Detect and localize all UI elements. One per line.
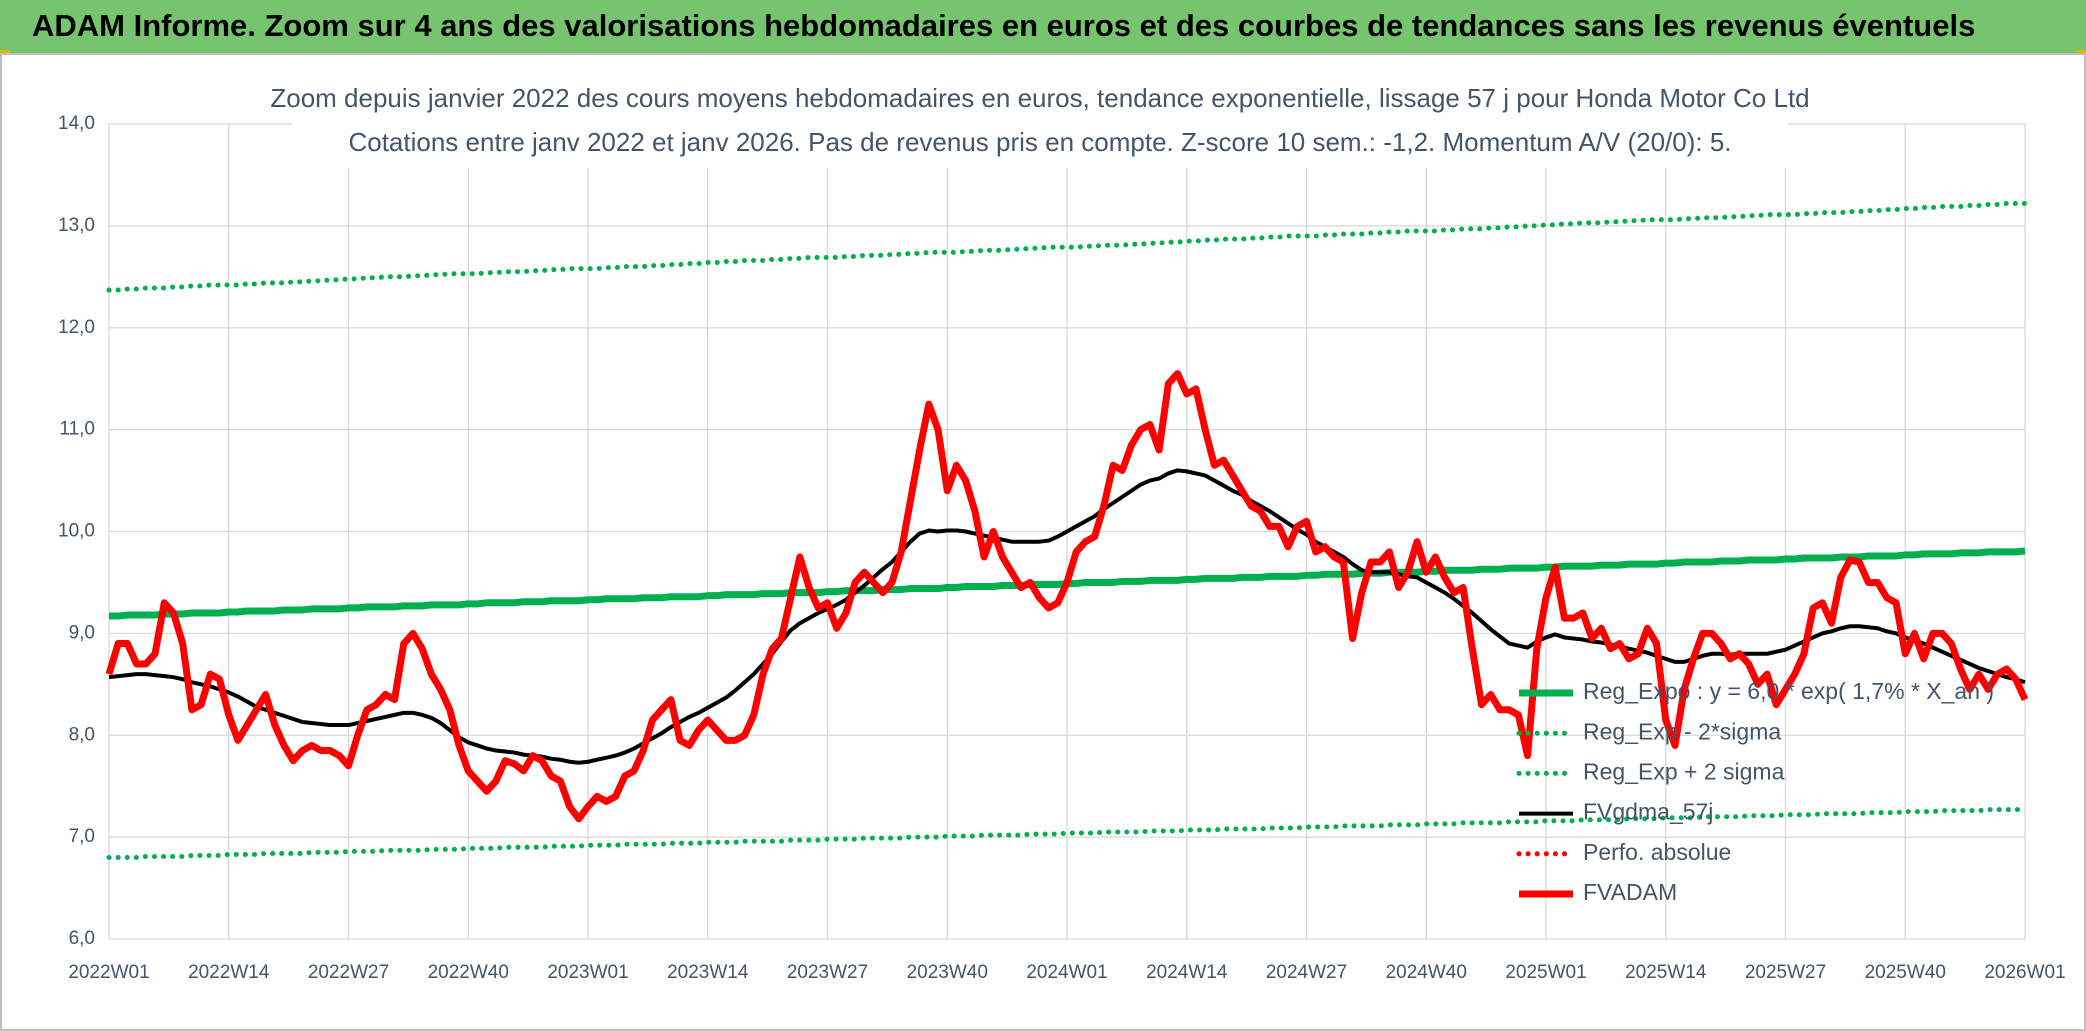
- chart-title: Zoom depuis janvier 2022 des cours moyen…: [270, 83, 1809, 113]
- y-tick-label: 6,0: [69, 928, 95, 949]
- y-tick-label: 13,0: [58, 215, 95, 236]
- x-tick-label: 2025W27: [1745, 962, 1826, 983]
- legend-label: Reg_Exp - 2*sigma: [1583, 718, 1781, 744]
- corner: [2076, 50, 2086, 55]
- series-line: [108, 468, 2026, 765]
- x-tick-label: 2024W14: [1146, 962, 1228, 983]
- x-tick-label: 2023W40: [907, 962, 988, 983]
- legend-label: Perfo. absolue: [1583, 839, 1731, 865]
- y-tick-label: 10,0: [58, 521, 95, 542]
- y-tick-label: 7,0: [69, 826, 95, 847]
- x-tick-label: 2022W14: [188, 962, 270, 983]
- series-line: [106, 200, 2028, 293]
- y-tick-label: 14,0: [58, 113, 95, 134]
- x-tick-label: 2024W01: [1026, 962, 1107, 983]
- header-bar: [0, 0, 2086, 53]
- x-tick-label: 2024W27: [1266, 962, 1347, 983]
- y-tick-label: 9,0: [69, 622, 95, 643]
- x-tick-label: 2025W01: [1505, 962, 1586, 983]
- legend-label: Reg_Expo : y = 6,0 * exp( 1,7% * X_an ): [1583, 678, 1994, 704]
- plot: [105, 200, 2029, 860]
- y-tick-label: 11,0: [59, 419, 95, 440]
- x-tick-label: 2023W01: [547, 962, 628, 983]
- grid: 6,0 7,0 8,0 9,0 10,0 11,0 12,0 13,0 14,0 2022W01 2…: [58, 113, 2066, 983]
- page-title: ADAM Informe. Zoom sur 4 ans des valoris…: [32, 8, 1975, 43]
- x-tick-label: 2025W14: [1625, 962, 1707, 983]
- chart-subtitle: Cotations entre janv 2022 et janv 2026. …: [348, 127, 1731, 157]
- x-tick-label: 2026W01: [1984, 962, 2065, 983]
- x-tick-label: 2023W27: [787, 962, 868, 983]
- x-tick-label: 2022W01: [68, 962, 149, 983]
- legend-label: FVADAM: [1583, 879, 1677, 905]
- corner: [0, 50, 10, 55]
- legend: Reg_Expo : y = 6,0 * exp( 1,7% * X_an ) R…: [1516, 678, 1994, 905]
- x-tick-label: 2023W14: [667, 962, 749, 983]
- series-line: [105, 370, 2029, 823]
- legend-label: Reg_Exp + 2 sigma: [1583, 758, 1785, 784]
- x-tick-label: 2025W40: [1865, 962, 1946, 983]
- x-tick-label: 2022W40: [428, 962, 509, 983]
- x-tick-label: 2024W40: [1386, 962, 1467, 983]
- frame: [0, 53, 2086, 1031]
- y-tick-label: 8,0: [69, 724, 95, 745]
- x-tick-label: 2022W27: [308, 962, 389, 983]
- title-background: [292, 80, 1788, 168]
- y-tick-label: 12,0: [58, 317, 95, 338]
- legend-label: FVgdma_57j: [1583, 799, 1713, 825]
- series-line: [106, 807, 2028, 860]
